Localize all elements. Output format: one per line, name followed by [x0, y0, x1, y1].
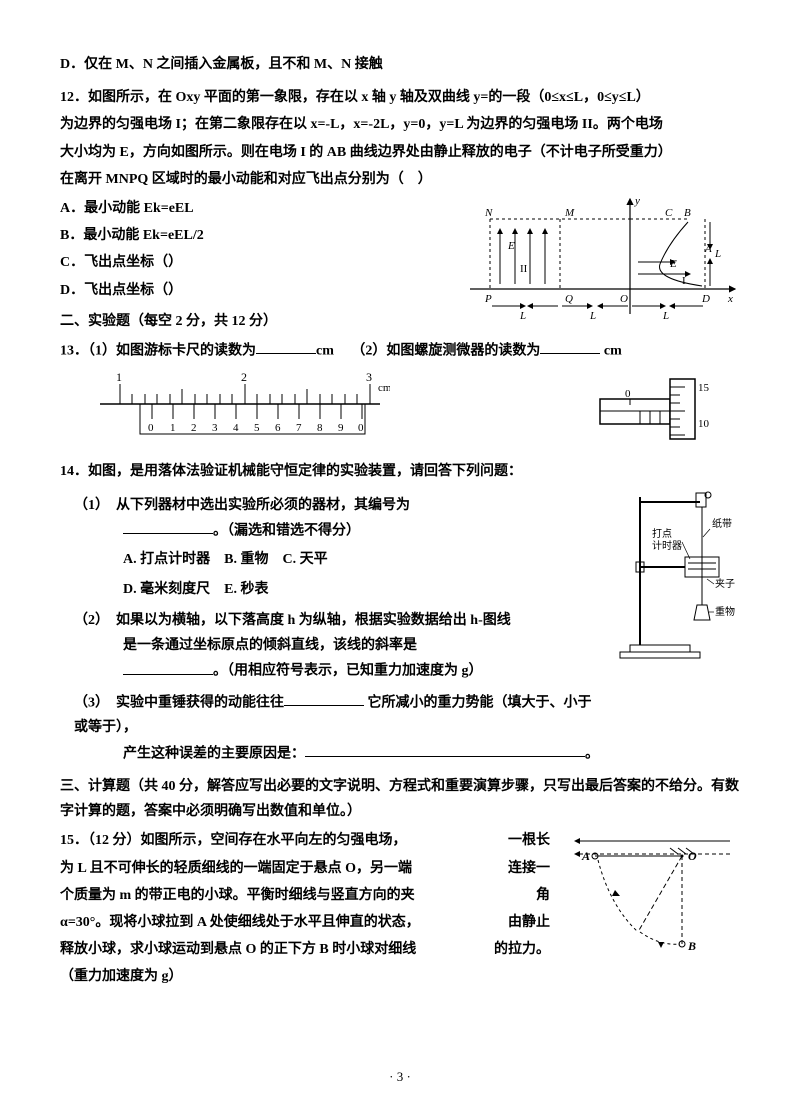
svg-text:5: 5: [254, 422, 260, 434]
svg-text:B: B: [684, 207, 691, 219]
svg-text:1: 1: [116, 370, 122, 384]
svg-text:L: L: [589, 310, 596, 322]
svg-text:10: 10: [698, 418, 710, 430]
svg-text:cm: cm: [378, 382, 390, 394]
svg-text:x: x: [727, 293, 733, 305]
svg-text:I: I: [682, 275, 686, 287]
label-weight: 重物: [715, 605, 735, 618]
svg-text:y: y: [634, 195, 640, 207]
svg-text:P: P: [484, 293, 492, 305]
svg-text:A: A: [581, 849, 590, 863]
svg-text:9: 9: [338, 422, 344, 434]
label-timer: 打点: [652, 527, 672, 540]
svg-text:0: 0: [358, 422, 364, 434]
svg-text:E: E: [669, 258, 677, 270]
svg-text:3: 3: [212, 422, 218, 434]
svg-text:O: O: [620, 293, 628, 305]
label-clip: 夹子: [715, 577, 735, 590]
q13-text: 13．（1）如图游标卡尺的读数为cm （2）如图螺旋测微器的读数为 cm: [60, 338, 740, 364]
svg-text:8: 8: [317, 422, 323, 434]
q15-figure: O A B: [560, 826, 740, 966]
svg-text:0: 0: [148, 422, 154, 434]
q14-stem: 14．如图，是用落体法验证机械能守恒定律的实验装置，请回答下列问题：: [60, 459, 740, 484]
svg-text:II: II: [520, 263, 528, 275]
q15-l6: （重力加速度为 g）: [60, 964, 740, 989]
svg-text:3: 3: [366, 370, 372, 384]
svg-text:L: L: [519, 310, 526, 322]
svg-text:D: D: [701, 293, 710, 305]
svg-text:L: L: [662, 310, 669, 322]
svg-text:2: 2: [191, 422, 197, 434]
section3-title: 三、计算题（共 40 分，解答应写出必要的文字说明、方程式和重要演算步骤，只写出…: [60, 774, 740, 824]
svg-text:7: 7: [296, 422, 302, 434]
svg-text:C: C: [665, 207, 673, 219]
q14-figure: 打点 计时器 纸带 夹子 重物: [610, 487, 740, 667]
q13-figures: 1 2 3 cm 0 1 2 3 4 5 6 7 8 9 0: [90, 369, 740, 449]
svg-text:N: N: [484, 207, 493, 219]
q12-line1: 12．如图所示，在 Oxy 平面的第一象限，存在以 x 轴 y 轴及双曲线 y=…: [60, 85, 740, 110]
q14-part2: （2） 如果以为横轴，以下落高度 h 为纵轴，根据实验数据给出 h-图线 是一条…: [74, 608, 600, 684]
svg-text:4: 4: [233, 422, 239, 434]
svg-text:M: M: [564, 207, 575, 219]
q14-part1: （1） 从下列器材中选出实验所必须的器材，其编号为 。（漏选和错选不得分） A.…: [74, 493, 600, 602]
svg-text:15: 15: [698, 382, 710, 394]
svg-text:O: O: [688, 849, 697, 863]
svg-text:计时器: 计时器: [652, 539, 682, 552]
q12-figure: y x N M P Q E II C B A E: [470, 194, 740, 324]
micrometer-figure: 0 15 10: [590, 369, 740, 449]
svg-text:2: 2: [241, 370, 247, 384]
q12-line2: 为边界的匀强电场 I；在第二象限存在以 x=-L，x=-2L，y=0，y=L 为…: [60, 112, 740, 137]
q12-stem: 12．如图所示，在 Oxy 平面的第一象限，存在以 x 轴 y 轴及双曲线 y=…: [60, 85, 740, 192]
svg-text:Q: Q: [565, 293, 573, 305]
vernier-figure: 1 2 3 cm 0 1 2 3 4 5 6 7 8 9 0: [90, 369, 390, 449]
q14-part3: （3） 实验中重锤获得的动能往往 它所减小的重力势能（填大于、小于或等于）， 产…: [74, 690, 600, 766]
svg-text:B: B: [687, 939, 696, 953]
q12-line3: 大小均为 E，方向如图所示。则在电场 I 的 AB 曲线边界处由静止释放的电子（…: [60, 140, 740, 165]
page-number: · 3 ·: [0, 1065, 800, 1088]
svg-text:E: E: [507, 240, 515, 252]
svg-text:6: 6: [275, 422, 281, 434]
svg-text:0: 0: [625, 388, 631, 400]
svg-text:1: 1: [170, 422, 176, 434]
label-tape: 纸带: [712, 517, 732, 530]
prev-option-d: D．仅在 M、N 之间插入金属板，且不和 M、N 接触: [60, 52, 740, 77]
svg-text:L: L: [714, 248, 721, 260]
q12-line4: 在离开 MNPQ 区域时的最小动能和对应飞出点分别为（ ）: [60, 167, 740, 192]
